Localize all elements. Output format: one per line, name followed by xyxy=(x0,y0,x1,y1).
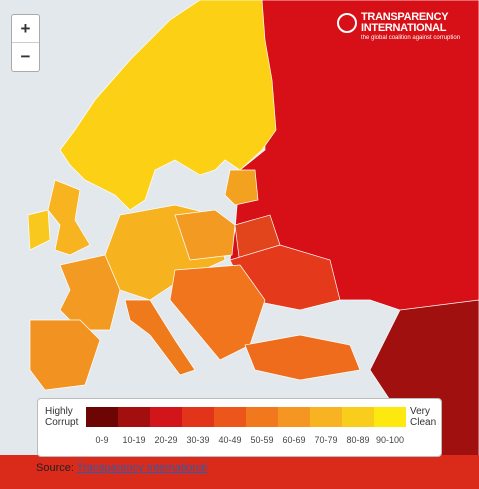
legend-swatch xyxy=(150,407,182,427)
legend-swatch xyxy=(86,407,118,427)
source-link[interactable]: Transparency International xyxy=(76,462,208,474)
zoom-in-button[interactable]: + xyxy=(12,15,39,43)
source: Source: Transparency International xyxy=(36,462,207,474)
uk xyxy=(47,179,91,256)
legend-bin-label: 80-89 xyxy=(346,435,370,445)
italy xyxy=(124,299,196,376)
legend-swatch xyxy=(182,407,214,427)
legend-bin-label: 10-19 xyxy=(122,435,146,445)
legend-bin-label: 60-69 xyxy=(282,435,306,445)
turkey xyxy=(244,334,361,381)
legend-swatch xyxy=(214,407,246,427)
legend-bin-label: 20-29 xyxy=(154,435,178,445)
legend-swatch xyxy=(118,407,150,427)
legend-bin-label: 50-59 xyxy=(250,435,274,445)
logo-tagline: the global coalition against corruption xyxy=(361,35,461,41)
legend-high-label: Very Clean xyxy=(410,406,437,428)
zoom-out-button[interactable]: − xyxy=(20,47,31,66)
balkans xyxy=(169,264,266,361)
poland xyxy=(174,209,236,261)
legend-swatch xyxy=(246,407,278,427)
legend-bin-label: 40-49 xyxy=(218,435,242,445)
france xyxy=(59,254,121,331)
legend-bin-label: 30-39 xyxy=(186,435,210,445)
legend-low-label: Highly Corrupt xyxy=(45,406,79,428)
baltics xyxy=(224,169,259,206)
legend-scale: 0-9 10-19 20-29 30-39 40-49 50-59 60-69 70-79 80… xyxy=(86,407,406,449)
legend-swatch xyxy=(342,407,374,427)
ireland xyxy=(27,209,51,251)
legend-swatch xyxy=(310,407,342,427)
legend-swatch xyxy=(278,407,310,427)
logo-name: TRANSPARENCY INTERNATIONAL xyxy=(361,11,449,34)
legend-bin-label: 0-9 xyxy=(95,435,109,445)
legend-bin-label: 90-100 xyxy=(375,435,405,445)
legend: Highly Corrupt 0-9 10-19 20-29 30-39 40-49 50… xyxy=(37,398,442,457)
legend-bin-label: 70-79 xyxy=(314,435,338,445)
iberia xyxy=(29,319,101,391)
north-africa xyxy=(0,455,479,489)
logo-icon xyxy=(337,13,357,33)
scandinavia xyxy=(59,0,277,211)
legend-swatch xyxy=(374,407,406,427)
zoom-control: + − xyxy=(11,14,40,72)
source-prefix: Source: xyxy=(36,462,74,474)
